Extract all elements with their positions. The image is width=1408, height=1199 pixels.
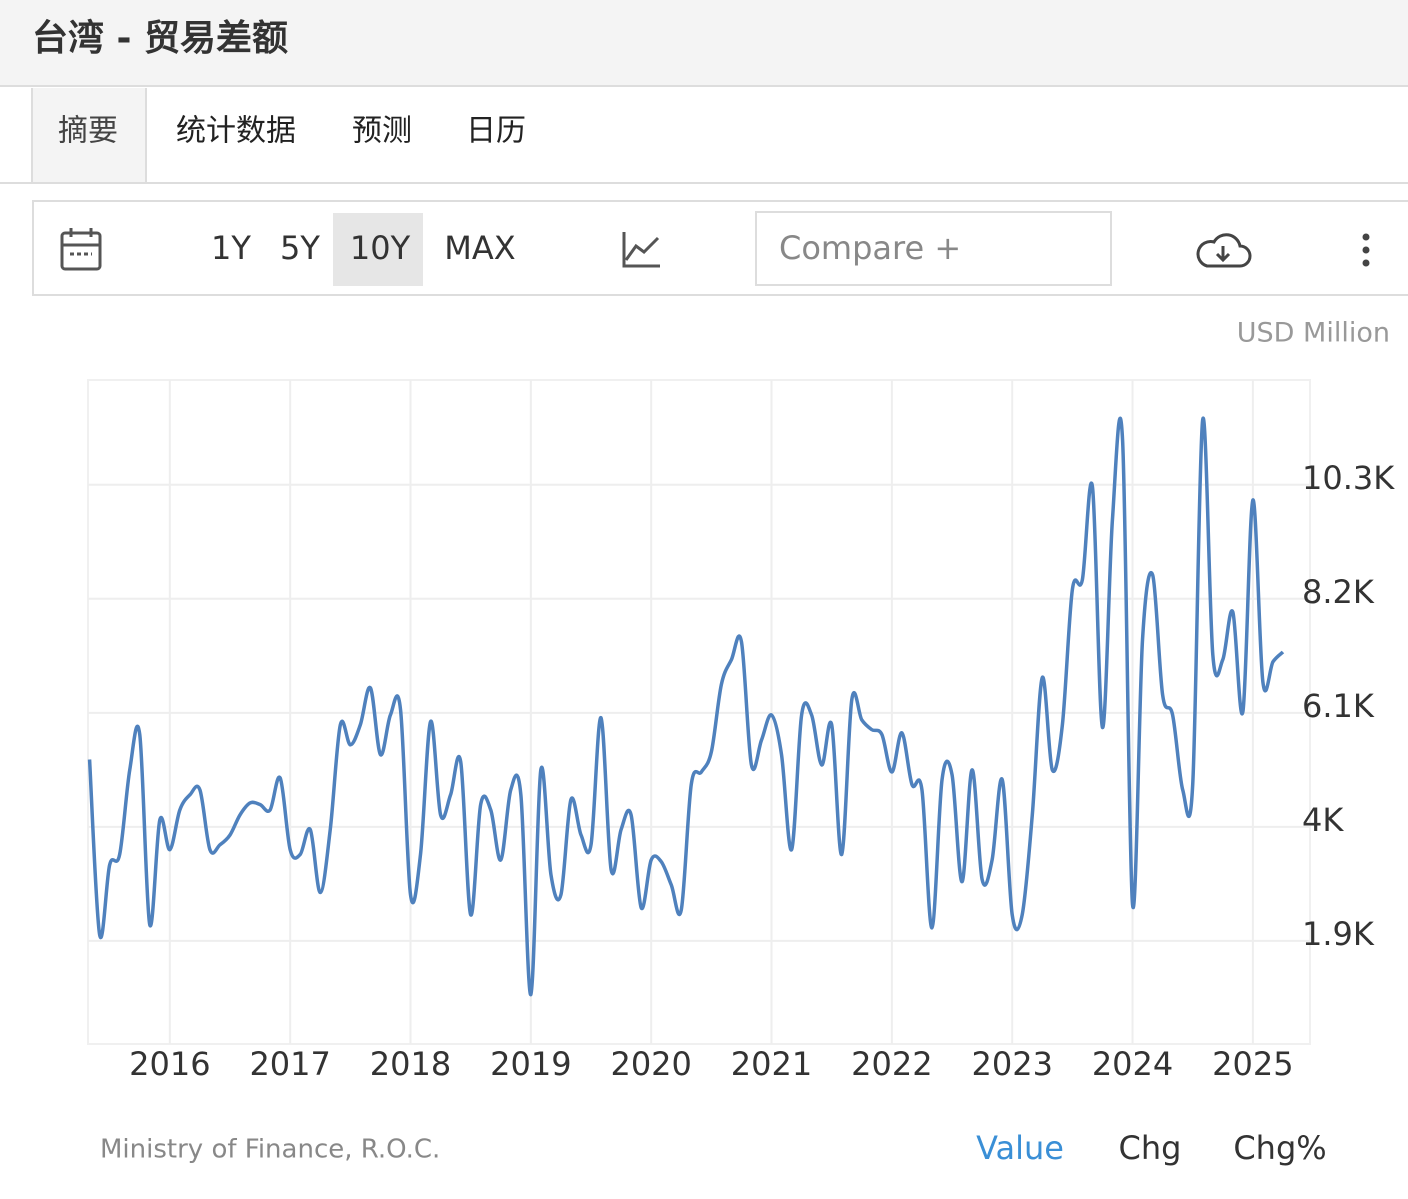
range-button[interactable]: 5Y: [280, 229, 320, 267]
range-button[interactable]: 1Y: [211, 229, 251, 267]
x-tick-label: 2019: [490, 1045, 571, 1083]
x-tick-label: 2023: [971, 1045, 1052, 1083]
x-tick-label: 2022: [851, 1045, 932, 1083]
range-active-bg: [333, 213, 423, 286]
tab[interactable]: 摘要: [58, 114, 118, 149]
more-icon[interactable]: [1362, 233, 1370, 267]
unit-label: USD Million: [1237, 318, 1390, 349]
data-line: [87, 416, 1285, 997]
x-tick-label: 2021: [731, 1045, 812, 1083]
mode-button[interactable]: Value: [976, 1129, 1064, 1167]
tab[interactable]: 统计数据: [176, 114, 296, 149]
y-tick-label: 1.9K: [1302, 915, 1375, 953]
x-tick-label: 2017: [249, 1045, 330, 1083]
mode-button[interactable]: Chg: [1119, 1129, 1182, 1167]
x-tick-label: 2025: [1212, 1045, 1293, 1083]
calendar-icon[interactable]: [60, 228, 102, 271]
x-tick-label: 2018: [370, 1045, 451, 1083]
y-tick-label: 10.3K: [1302, 459, 1395, 497]
x-tick-label: 2016: [129, 1045, 210, 1083]
compare-box[interactable]: [755, 211, 1112, 286]
source: Ministry of Finance, R.O.C.: [100, 1135, 440, 1165]
compare-label: Compare +: [779, 229, 961, 267]
download-icon[interactable]: [1196, 233, 1252, 268]
tab[interactable]: 日历: [466, 114, 526, 149]
tab[interactable]: 预测: [352, 114, 412, 149]
tab-active-bg: [32, 88, 146, 182]
y-tick-label: 6.1K: [1302, 687, 1375, 725]
x-tick-label: 2020: [610, 1045, 691, 1083]
chart-type-icon[interactable]: [622, 232, 660, 268]
range-button[interactable]: MAX: [444, 229, 515, 267]
mode-button[interactable]: Chg%: [1233, 1129, 1326, 1167]
y-tick-label: 8.2K: [1302, 573, 1375, 611]
page-title: 台湾 - 贸易差额: [32, 17, 288, 59]
y-tick-label: 4K: [1302, 801, 1344, 839]
header-bg: [0, 0, 1408, 86]
toolbar: [32, 200, 1408, 296]
range-button[interactable]: 10Y: [350, 229, 411, 267]
x-tick-label: 2024: [1092, 1045, 1173, 1083]
